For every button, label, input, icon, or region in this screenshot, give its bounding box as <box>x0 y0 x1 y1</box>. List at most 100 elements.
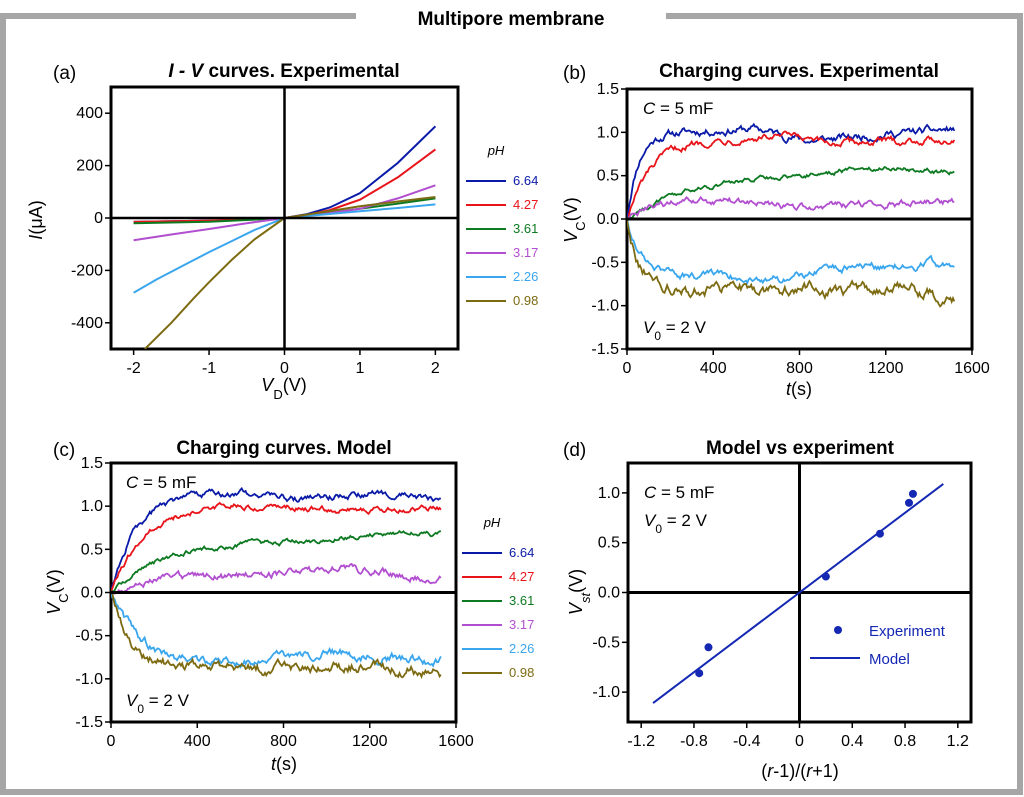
panel-a: -2 -1 0 1 2 400 200 0 -200 -400 (a) I - V curves. E… <box>26 61 538 402</box>
y-tick-label: -1.0 <box>591 298 619 315</box>
x-tick-label: -0.4 <box>733 733 761 750</box>
y-axis-label: Vst(V) <box>566 569 593 615</box>
x-tick-label: 0.8 <box>894 733 916 750</box>
y-axis-label-group: VC(V) <box>44 569 71 614</box>
experiment-point <box>904 498 913 507</box>
series-line-ph-2-26 <box>133 203 436 294</box>
y-tick-label: 1.0 <box>81 498 103 515</box>
legend-label: 0.98 <box>509 665 534 680</box>
panel-letter: (d) <box>563 440 586 461</box>
series-line-ph-2-26 <box>627 218 955 285</box>
y-tick-label: 0 <box>94 210 103 227</box>
experiment-point <box>704 643 713 652</box>
legend-label: 3.17 <box>509 617 534 632</box>
panel-c: 0 400 800 1200 1600 1.5 1.0 0.5 0.0 -0.5 -1.0 -1.5 (… <box>44 438 534 774</box>
y-tick-label: 0.0 <box>597 211 619 228</box>
y-axis-label: VC(V) <box>561 197 588 242</box>
series-group <box>111 486 442 680</box>
model-line <box>652 483 944 704</box>
series-line-ph-6-64 <box>111 486 441 593</box>
x-tick-label: 0 <box>623 360 632 377</box>
series-line-ph-4-27 <box>627 130 956 220</box>
x-tick-label: 800 <box>786 360 813 377</box>
x-tick-label: 400 <box>700 360 727 377</box>
legend-label: 3.61 <box>513 221 538 236</box>
voltage-annotation: V0 = 2 V <box>644 511 708 536</box>
series-line-ph-3-61 <box>111 529 442 594</box>
x-tick-label: 0 <box>107 733 116 750</box>
y-tick-label: 1.5 <box>81 455 103 472</box>
y-tick-label: -0.5 <box>592 634 620 651</box>
x-tick-label: 400 <box>184 733 211 750</box>
y-tick-label: -0.5 <box>591 254 619 271</box>
experiment-point <box>821 572 830 581</box>
y-axis-label-group: Vst(V) <box>566 569 593 615</box>
legend-label: 3.61 <box>509 593 534 608</box>
y-tick-label: 400 <box>76 105 103 122</box>
panel-d: -1.2 -0.8 -0.4 0 0.4 0.8 1.2 1.0 0.5 0.0 -0.5 -1.0 (… <box>563 438 973 781</box>
panel-letter: (b) <box>563 63 586 84</box>
legend-experiment-marker <box>834 626 842 634</box>
x-tick-label: -1 <box>202 360 216 377</box>
series-line-ph-0-98 <box>111 591 442 680</box>
y-tick-label: -1.5 <box>591 341 619 358</box>
capacitance-annotation: C = 5 mF <box>644 483 714 502</box>
series-group <box>627 122 956 308</box>
legend-label: 3.17 <box>513 245 538 260</box>
y-tick-label: -200 <box>71 262 103 279</box>
experiment-point <box>875 529 884 538</box>
y-tick-label: 0.0 <box>81 585 103 602</box>
x-tick-label: -2 <box>127 360 141 377</box>
x-tick-label: 1 <box>355 360 364 377</box>
x-tick-label: -1.2 <box>627 733 655 750</box>
y-tick-label: 0.5 <box>597 168 619 185</box>
y-tick-label: -1.5 <box>75 714 103 731</box>
y-tick-label: -1.0 <box>592 684 620 701</box>
y-tick-label: 1.5 <box>597 81 619 98</box>
panel-title: Charging curves. Model <box>176 438 391 459</box>
legend-label: 0.98 <box>513 293 538 308</box>
series-line-ph-0-98 <box>627 218 956 308</box>
x-tick-label: 1200 <box>868 360 904 377</box>
y-tick-label: 0.5 <box>598 535 620 552</box>
x-tick-label: 0.4 <box>841 733 863 750</box>
x-axis-label: t(s) <box>786 379 812 399</box>
series-line-ph-3-61 <box>627 165 955 220</box>
legend-title: pH <box>483 515 501 530</box>
panel-letter: (c) <box>53 440 75 461</box>
panel-b: 0 400 800 1200 1600 1.5 1.0 0.5 0.0 -0.5 -1.0 -1.5 (… <box>561 61 990 399</box>
x-axis-label: t(s) <box>271 754 297 774</box>
series-line-ph-3-17 <box>111 562 442 595</box>
legend-model-label: Model <box>869 651 910 668</box>
experiment-point <box>695 669 704 678</box>
x-tick-label: 1200 <box>352 733 388 750</box>
x-axis-label: (r-1)/(r+1) <box>761 761 839 781</box>
y-tick-label: -400 <box>71 315 103 332</box>
panel-title: Model vs experiment <box>706 438 895 459</box>
title-background <box>356 2 666 32</box>
legend-title: pH <box>487 143 505 158</box>
x-axis-label: VD(V) <box>261 375 306 402</box>
y-tick-label: 200 <box>76 158 103 175</box>
panel-title: I - V curves. Experimental <box>168 61 399 82</box>
x-tick-label: 800 <box>270 733 297 750</box>
x-tick-label: -0.8 <box>680 733 708 750</box>
legend-label: 6.64 <box>513 173 538 188</box>
legend-label: 4.27 <box>509 569 534 584</box>
x-tick-label: 2 <box>431 360 440 377</box>
legend-label: 6.64 <box>509 545 534 560</box>
legend-label: 4.27 <box>513 197 538 212</box>
panel-title: Charging curves. Experimental <box>659 61 939 82</box>
series-line-ph-0-98 <box>144 196 436 349</box>
figure-title: Multipore membrane <box>418 9 605 30</box>
x-tick-label: 1600 <box>954 360 990 377</box>
y-axis-label: VC(V) <box>44 569 71 614</box>
y-tick-label: 0.5 <box>81 541 103 558</box>
series-line-ph-2-26 <box>111 592 442 669</box>
voltage-annotation: V0 = 2 V <box>126 691 190 716</box>
x-tick-label: 0 <box>795 733 804 750</box>
y-axis-label: I(μA) <box>26 200 46 239</box>
legend-experiment-label: Experiment <box>869 623 946 640</box>
